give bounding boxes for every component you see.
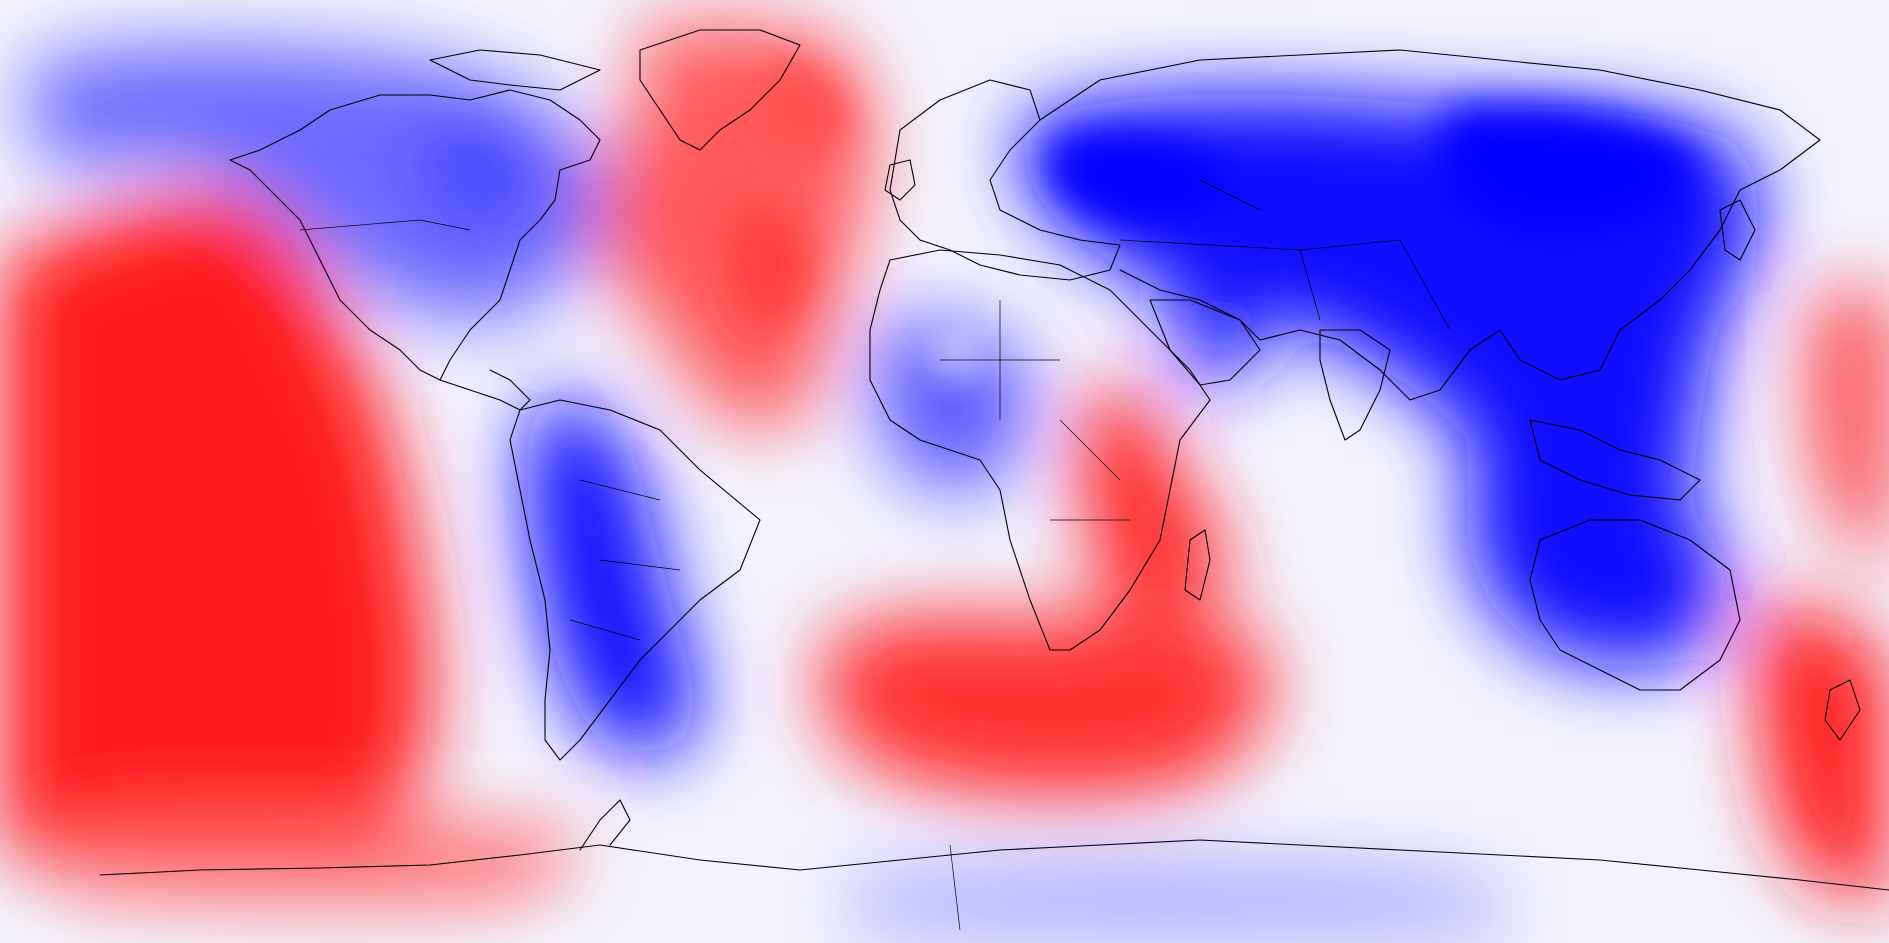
eurasia-borders xyxy=(1119,179,1451,331)
hudson-negative-region xyxy=(426,117,540,223)
india-coastline xyxy=(1319,329,1391,441)
antarctic-negative-region xyxy=(839,863,1516,938)
australia-negative-region xyxy=(1466,448,1725,667)
antarctic-peninsula-coastline xyxy=(579,799,631,851)
tasman-positive-region xyxy=(1756,600,1889,902)
mid-atlantic-positive-core xyxy=(731,208,810,328)
british-isles-coastline xyxy=(884,159,916,201)
greenland-positive-core xyxy=(763,60,850,153)
arctic-islands-coastline xyxy=(429,49,601,91)
coastline-overlay xyxy=(99,29,1889,931)
madagascar-coastline xyxy=(1184,529,1211,601)
greenland-coastline xyxy=(639,29,801,151)
arabia-coastline xyxy=(1149,299,1261,386)
asia-coastline xyxy=(1039,49,1821,401)
africa-borders xyxy=(940,300,1130,521)
africa-coastline xyxy=(869,249,1211,651)
north-america-coastline xyxy=(229,89,601,381)
north-america-negative-region xyxy=(25,45,602,322)
south-america-negative-region xyxy=(527,398,700,757)
south-america-coastline xyxy=(509,399,761,761)
sahara-light-spot xyxy=(935,336,976,372)
southeast-asia-islands-coastline xyxy=(1529,419,1701,501)
new-zealand-coastline xyxy=(1824,679,1861,741)
east-pacific-edge-positive-region xyxy=(1812,288,1889,560)
pacific-positive-region xyxy=(0,195,433,870)
antarctica-coastline xyxy=(99,839,1889,891)
antarctic-meridian-line xyxy=(949,844,961,931)
south-america-borders xyxy=(569,479,681,641)
northeast-asia-negative-core xyxy=(1438,106,1700,233)
japan-coastline xyxy=(1719,199,1756,261)
siberia-negative-core xyxy=(1050,136,1230,220)
australia-coastline xyxy=(1529,519,1741,691)
west-africa-negative-region xyxy=(874,320,1028,492)
us-canada-border xyxy=(299,219,471,231)
south-indian-positive-region xyxy=(820,609,1272,800)
europe-coastline xyxy=(889,79,1121,281)
antarctic-west-positive-region xyxy=(60,822,576,902)
east-africa-positive-region xyxy=(1080,390,1230,610)
